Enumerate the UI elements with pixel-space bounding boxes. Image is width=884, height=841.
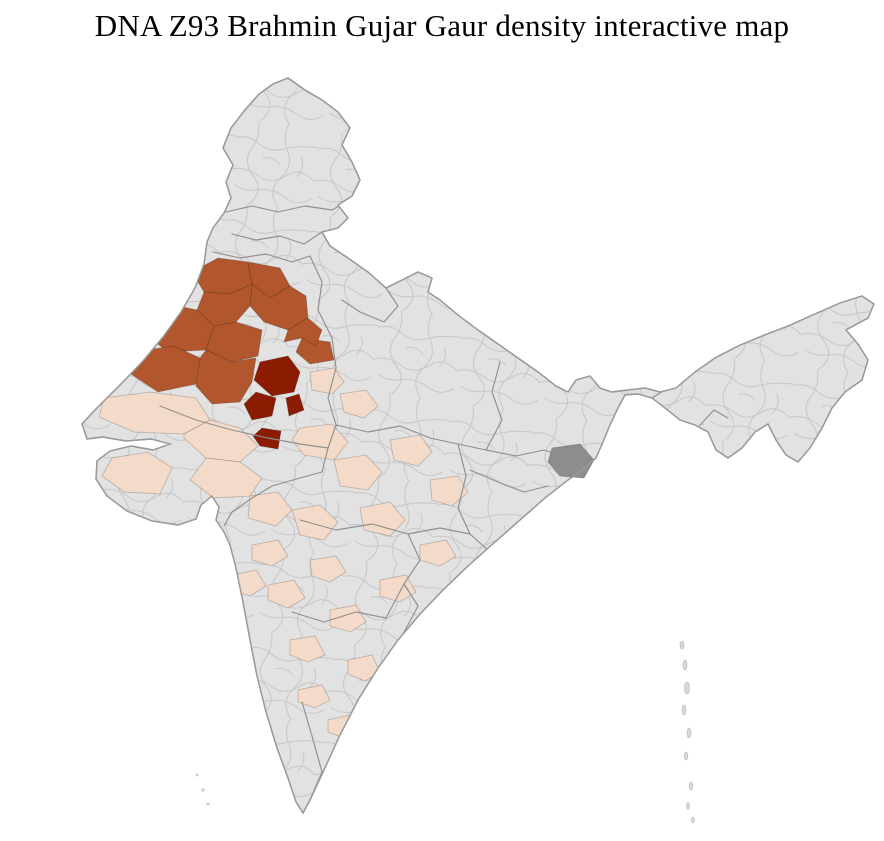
district-shape[interactable] (253, 355, 301, 397)
high-density-districts (243, 355, 305, 450)
island[interactable] (686, 727, 692, 739)
district-shape[interactable] (251, 539, 289, 567)
district-shape[interactable] (333, 454, 383, 491)
district-shape[interactable] (295, 337, 335, 365)
district-shape[interactable] (359, 501, 406, 537)
island[interactable] (691, 816, 695, 824)
island[interactable] (206, 802, 210, 806)
island[interactable] (679, 640, 685, 650)
district-shape[interactable] (297, 684, 331, 709)
district-shape[interactable] (101, 451, 173, 495)
district-shape[interactable] (196, 283, 253, 327)
island[interactable] (684, 681, 690, 695)
district-shape[interactable] (195, 349, 257, 405)
district-shape[interactable] (247, 491, 293, 527)
island[interactable] (682, 659, 688, 671)
district-shape[interactable] (419, 539, 457, 567)
district-shape[interactable] (389, 434, 433, 467)
island[interactable] (201, 788, 205, 792)
island[interactable] (683, 751, 689, 761)
island[interactable] (681, 704, 687, 716)
district-shape[interactable] (309, 555, 347, 583)
state-borders (159, 197, 729, 801)
lakshadweep-islands (195, 773, 210, 806)
district-shape[interactable] (309, 367, 345, 395)
page-title: DNA Z93 Brahmin Gujar Gaur density inter… (94, 8, 790, 43)
district-shape[interactable] (285, 393, 305, 417)
island[interactable] (195, 773, 199, 777)
district-shape[interactable] (379, 574, 417, 603)
district-shape[interactable] (289, 635, 326, 663)
district-shape[interactable] (267, 579, 306, 609)
district-shape[interactable] (339, 389, 379, 419)
district-shape[interactable] (243, 391, 277, 421)
island[interactable] (686, 802, 690, 810)
district-shape[interactable] (283, 317, 323, 347)
district-shape[interactable] (291, 504, 339, 541)
island[interactable] (688, 781, 694, 791)
andaman-nicobar-islands (679, 640, 695, 824)
